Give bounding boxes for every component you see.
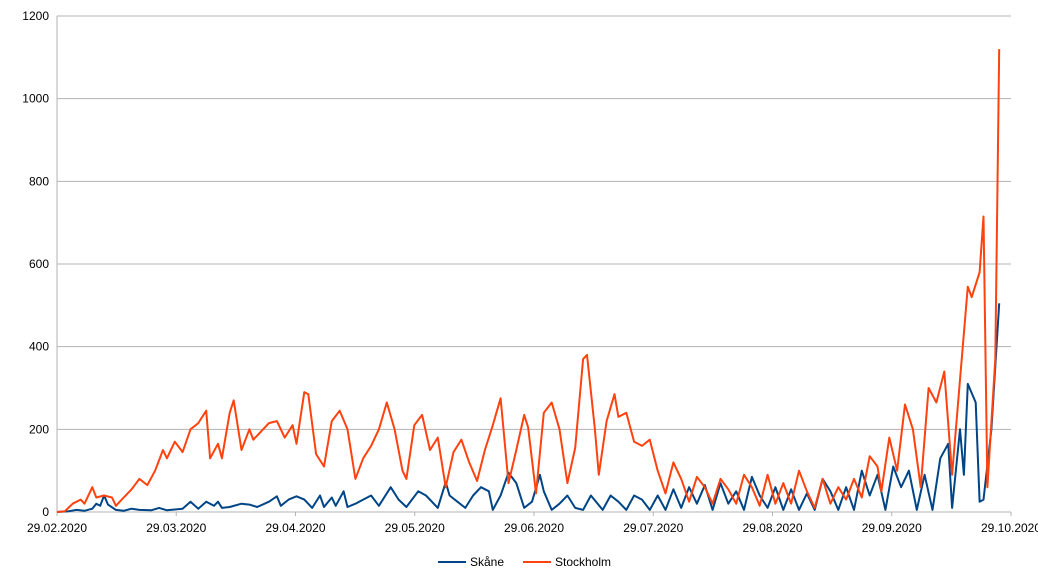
x-tick-labels: 29.02.2020 29.03.2020 29.04.2020 29.05.2020… [27, 512, 1038, 535]
y-tick-label: 400 [29, 340, 49, 354]
x-tick-label: 29.05.2020 [385, 521, 445, 535]
x-tick-label: 29.07.2020 [623, 521, 683, 535]
series-line-0 [56, 303, 1001, 513]
y-tick-label: 1000 [22, 92, 49, 106]
legend[interactable]: Skåne Stockholm [438, 555, 611, 569]
legend-label: Skåne [470, 555, 504, 569]
legend-item[interactable]: Stockholm [523, 555, 611, 569]
x-tick-label: 29.09.2020 [862, 521, 922, 535]
y-tick-label: 200 [29, 422, 49, 436]
y-tick-label: 600 [29, 257, 49, 271]
x-tick-label: 29.08.2020 [742, 521, 802, 535]
x-tick-label: 29.02.2020 [27, 521, 87, 535]
grid-lines [57, 15, 1011, 430]
x-tick-label: 29.04.2020 [265, 521, 325, 535]
series-lines [56, 49, 1001, 513]
x-tick-label: 29.03.2020 [146, 521, 206, 535]
y-tick-label: 1200 [22, 9, 49, 23]
legend-label: Stockholm [555, 555, 611, 569]
y-tick-labels: 0 200 400 600 800 1000 1200 [22, 9, 49, 519]
x-tick-label: 29.06.2020 [504, 521, 564, 535]
y-tick-label: 0 [42, 505, 49, 519]
legend-item[interactable]: Skåne [438, 555, 504, 569]
y-tick-label: 800 [29, 174, 49, 188]
x-tick-label: 29.10.2020 [981, 521, 1038, 535]
series-line-1 [56, 49, 1001, 513]
